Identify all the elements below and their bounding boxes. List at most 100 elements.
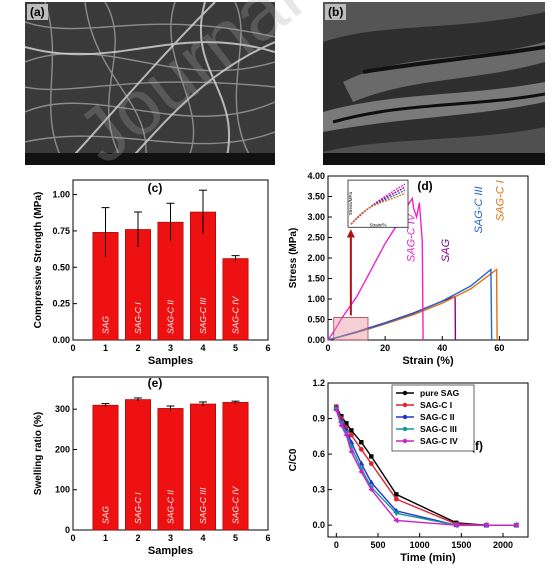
x-tick-label-c: 6 bbox=[265, 343, 270, 353]
legend-marker bbox=[402, 390, 408, 396]
x-tick-label-e: 5 bbox=[233, 533, 238, 543]
plot-frame-f bbox=[327, 382, 529, 538]
data-point-f bbox=[453, 521, 459, 527]
series-line-f bbox=[335, 406, 517, 526]
legend-marker bbox=[402, 426, 408, 432]
data-point-f bbox=[348, 432, 354, 438]
panel-label-b: (b) bbox=[325, 4, 347, 20]
inset-curve bbox=[350, 192, 406, 225]
data-point-f bbox=[483, 522, 489, 528]
data-point-f bbox=[343, 432, 349, 439]
data-point-f bbox=[343, 427, 350, 433]
data-point-f bbox=[359, 440, 364, 445]
x-tick-label-e: 1 bbox=[103, 533, 108, 543]
zoom-region-box bbox=[333, 317, 369, 341]
panel-label-f: (f) bbox=[471, 439, 483, 453]
bar-label-e: SAG-C I bbox=[133, 492, 143, 524]
fiber-network-texture bbox=[25, 2, 275, 165]
data-point-f bbox=[358, 468, 364, 475]
data-point-f bbox=[348, 448, 354, 455]
data-point-f bbox=[368, 485, 375, 491]
data-point-f bbox=[333, 407, 339, 414]
x-tick-label-f: 2000 bbox=[493, 540, 513, 550]
data-point-f bbox=[338, 416, 344, 421]
x-tick-label-c: 5 bbox=[233, 343, 238, 353]
legend-marker bbox=[402, 402, 408, 408]
panel-label-a: (a) bbox=[27, 4, 48, 20]
data-point-f bbox=[393, 507, 400, 513]
bar-label-e: SAG bbox=[101, 506, 111, 524]
bar-e bbox=[190, 403, 216, 531]
bar-c bbox=[190, 211, 216, 341]
y-tick-label-f: 1.2 bbox=[312, 378, 325, 388]
inset-x-label: Strain/% bbox=[369, 222, 386, 227]
plot-frame-e bbox=[72, 376, 269, 531]
x-tick-label-d: 60 bbox=[494, 343, 504, 353]
inset-y-label: Stress/MPa bbox=[348, 192, 353, 216]
data-point-f bbox=[333, 407, 340, 413]
data-point-f bbox=[393, 496, 399, 502]
data-point-f bbox=[368, 479, 375, 485]
x-tick-label-c: 4 bbox=[200, 343, 205, 353]
y-tick-label-c: 1.00 bbox=[52, 190, 70, 200]
series-annotation-d: SAG bbox=[440, 238, 452, 262]
bar-label-e: SAG-C II bbox=[166, 489, 176, 524]
legend-marker bbox=[402, 438, 408, 444]
bar-c bbox=[125, 229, 151, 341]
data-point-f bbox=[338, 421, 345, 427]
panel-label-d: (d) bbox=[417, 179, 432, 193]
y-tick-label-f: 0.6 bbox=[312, 449, 325, 459]
plot-frame-d bbox=[327, 175, 529, 341]
y-tick-label-e: 0 bbox=[65, 525, 70, 535]
y-axis-label-f: C/C0 bbox=[288, 448, 299, 471]
y-tick-label-d: 4.00 bbox=[307, 171, 325, 181]
data-point-f bbox=[368, 486, 374, 493]
series-annotation-d: SAG-C I bbox=[495, 180, 507, 221]
data-point-f bbox=[333, 404, 339, 410]
y-tick-label-d: 2.00 bbox=[307, 253, 325, 263]
y-tick-label-e: 200 bbox=[55, 444, 70, 454]
y-tick-label-c: 0.00 bbox=[52, 335, 70, 345]
y-tick-label-d: 3.50 bbox=[307, 192, 325, 202]
data-point-f bbox=[513, 522, 520, 528]
y-tick-label-c: 0.75 bbox=[52, 226, 70, 236]
x-axis-label-e: Samples bbox=[148, 545, 193, 557]
bar-label-c: SAG-C II bbox=[166, 299, 176, 334]
y-tick-label-d: 1.00 bbox=[307, 294, 325, 304]
data-point-f bbox=[348, 444, 355, 450]
y-tick-label-f: 0.3 bbox=[312, 485, 325, 495]
data-point-f bbox=[344, 421, 349, 426]
sem-image-a: (a) bbox=[25, 2, 275, 165]
y-tick-label-d: 2.50 bbox=[307, 233, 325, 243]
legend-label: SAG-C III bbox=[420, 424, 457, 434]
x-tick-label-f: 1000 bbox=[410, 540, 430, 550]
legend-label: SAG-C IV bbox=[420, 436, 458, 446]
bar-e bbox=[125, 399, 151, 531]
data-point-f bbox=[513, 522, 519, 528]
y-tick-label-c: 0.25 bbox=[52, 299, 70, 309]
data-point-f bbox=[514, 522, 519, 528]
data-point-f bbox=[453, 523, 460, 529]
y-axis-label-d: Stress (MPa) bbox=[288, 228, 299, 289]
bar-c bbox=[92, 232, 119, 341]
bar-c bbox=[222, 258, 249, 341]
series-annotation-d: SAG-C IV bbox=[405, 212, 417, 262]
y-tick-label-d: 3.00 bbox=[307, 212, 325, 222]
data-point-f bbox=[483, 522, 489, 529]
data-point-f bbox=[453, 522, 460, 528]
sem-info-bar-a bbox=[25, 153, 275, 165]
legend-label: SAG-C II bbox=[420, 412, 454, 422]
cross-section-texture bbox=[323, 2, 545, 165]
data-point-f bbox=[343, 425, 349, 431]
y-tick-label-d: 1.50 bbox=[307, 274, 325, 284]
data-point-f bbox=[393, 517, 399, 524]
inset-frame bbox=[347, 179, 409, 228]
bar-e bbox=[157, 408, 184, 531]
series-line-f bbox=[335, 408, 517, 526]
legend-marker bbox=[402, 414, 408, 420]
inset-curve bbox=[350, 183, 406, 225]
data-point-f bbox=[358, 466, 365, 472]
bar-label-c: SAG-C III bbox=[198, 297, 208, 334]
sem-info-bar-b bbox=[323, 153, 545, 165]
legend-box bbox=[391, 384, 475, 452]
